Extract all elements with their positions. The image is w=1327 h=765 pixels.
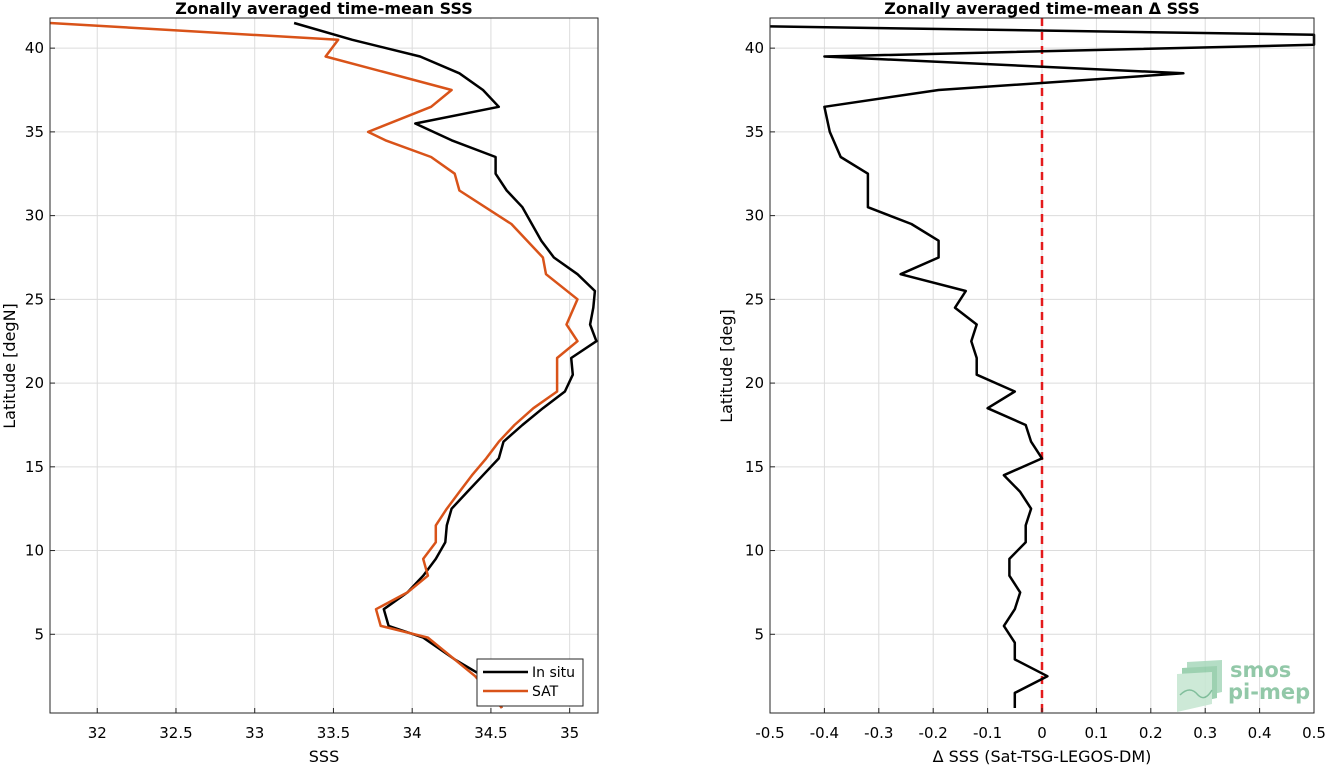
x-tick-label: 33: [245, 724, 264, 742]
delta-sss-line: [769, 25, 1316, 708]
y-tick-label: 30: [25, 207, 44, 225]
right-chart-y-ticks: 5 10 15 20 25 30 35 40: [745, 39, 775, 643]
x-tick-label: -0.4: [810, 724, 839, 742]
left-chart-x-ticks: 32 32.5 33 33.5 34 34.5 35: [88, 708, 579, 742]
y-tick-label: 40: [745, 39, 764, 57]
left-chart-legend: In situ SAT: [476, 658, 584, 707]
x-tick-label: 35: [560, 724, 579, 742]
left-chart-title: Zonally averaged time-mean SSS: [175, 0, 473, 18]
y-tick-label: 15: [25, 458, 44, 476]
y-tick-label: 35: [25, 123, 44, 141]
left-chart-x-label: SSS: [309, 747, 339, 765]
right-chart-y-label: Latitude [deg]: [717, 309, 736, 423]
y-tick-label: 25: [745, 290, 764, 308]
x-tick-label: -0.2: [919, 724, 948, 742]
legend-label-in-situ: In situ: [532, 665, 575, 681]
x-tick-label: 32: [88, 724, 107, 742]
logo-text-smos: smos: [1230, 658, 1291, 682]
y-tick-label: 10: [745, 542, 764, 560]
right-chart-series: [769, 25, 1316, 708]
right-chart-x-ticks: -0.5 -0.4 -0.3 -0.2 -0.1 0 0.1 0.2 0.3 0.4 0.5: [755, 708, 1326, 742]
in-situ-line: [293, 21, 598, 709]
x-tick-label: 0.5: [1302, 724, 1326, 742]
legend-box: [476, 658, 584, 707]
x-tick-label: 0.3: [1193, 724, 1217, 742]
left-chart-y-label: Latitude [degN]: [0, 303, 19, 429]
right-chart-x-label: Δ SSS (Sat-TSG-LEGOS-DM): [933, 747, 1152, 765]
y-tick-label: 40: [25, 39, 44, 57]
y-tick-label: 25: [25, 290, 44, 308]
y-tick-label: 30: [745, 207, 764, 225]
y-tick-label: 20: [25, 374, 44, 392]
x-tick-label: 34.5: [474, 724, 507, 742]
x-tick-label: -0.5: [755, 724, 784, 742]
smos-pi-mep-logo: smos pi-mep: [1177, 658, 1310, 712]
x-tick-label: -0.3: [864, 724, 893, 742]
logo-text-pi-mep: pi-mep: [1228, 680, 1310, 704]
left-chart-grid: [50, 18, 598, 713]
x-tick-label: 0.2: [1139, 724, 1163, 742]
left-chart-y-ticks: 5 10 15 20 25 30 35 40: [25, 39, 55, 643]
x-tick-label: 0: [1037, 724, 1047, 742]
left-chart-axes-frame: [49, 17, 599, 714]
x-tick-label: 34: [403, 724, 422, 742]
x-tick-label: 0.4: [1248, 724, 1272, 742]
y-tick-label: 10: [25, 542, 44, 560]
sat-line: [49, 21, 579, 709]
y-tick-label: 35: [745, 123, 764, 141]
y-tick-label: 5: [754, 625, 764, 643]
x-tick-label: 32.5: [159, 724, 192, 742]
y-tick-label: 20: [745, 374, 764, 392]
legend-label-sat: SAT: [532, 684, 559, 700]
x-tick-label: 0.1: [1084, 724, 1108, 742]
x-tick-label: 33.5: [317, 724, 350, 742]
x-tick-label: -0.1: [973, 724, 1002, 742]
logo-graphic-icon: [1177, 660, 1222, 712]
y-tick-label: 5: [34, 625, 44, 643]
right-chart-title: Zonally averaged time-mean Δ SSS: [884, 0, 1200, 18]
left-chart-series: [49, 21, 598, 709]
y-tick-label: 15: [745, 458, 764, 476]
left-chart-panel: 32 32.5 33 33.5 34 34.5 35 5 10 15 20 25 30 35 40 Zon…: [0, 0, 599, 765]
right-chart-panel: -0.5 -0.4 -0.3 -0.2 -0.1 0 0.1 0.2 0.3 0.4 0.5 5 10…: [717, 0, 1326, 765]
